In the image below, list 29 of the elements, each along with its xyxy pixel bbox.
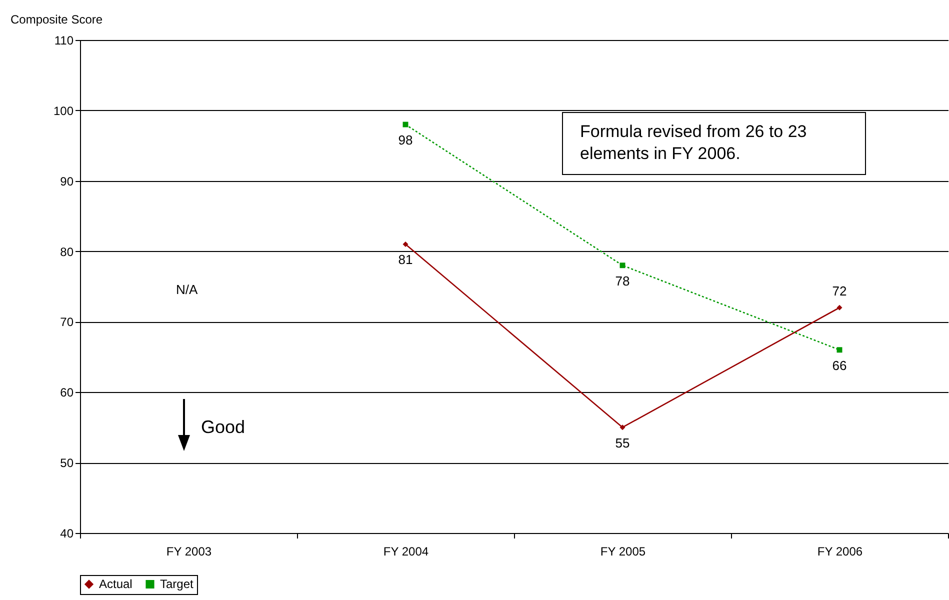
y-tick-label: 90 [60,174,74,188]
y-tick-label: 70 [60,315,74,330]
data-label: 81 [398,252,413,268]
annotation: Good [201,417,246,438]
y-tick-label: 100 [53,104,74,118]
point [402,122,408,128]
y-tick-label: 110 [54,34,74,48]
x-tick-label: FY 2003 [166,544,212,558]
x-tick-label: FY 2004 [383,544,429,558]
y-tick-label: 80 [60,244,74,259]
y-tick-label: 60 [60,386,74,400]
x-tick-label: FY 2006 [817,544,863,558]
legend-label: Target [160,577,194,592]
point [620,424,626,430]
legend-label: Actual [99,577,132,592]
data-label: 72 [832,284,847,299]
y-axis-title: Composite Score [10,12,103,26]
point [836,347,842,353]
note-box: Formula revised from 26 to 23 elements in FY 2006. [562,112,866,175]
point [620,262,626,268]
annotation: N/A [176,282,198,297]
x-tick-label: FY 2005 [600,544,646,558]
y-tick-label: 40 [60,526,74,540]
data-label: 78 [615,273,630,288]
y-tick-label: 50 [60,456,74,470]
data-label: 66 [832,358,847,373]
data-label: 98 [398,132,413,148]
data-label: 55 [615,435,630,450]
point [836,304,842,310]
